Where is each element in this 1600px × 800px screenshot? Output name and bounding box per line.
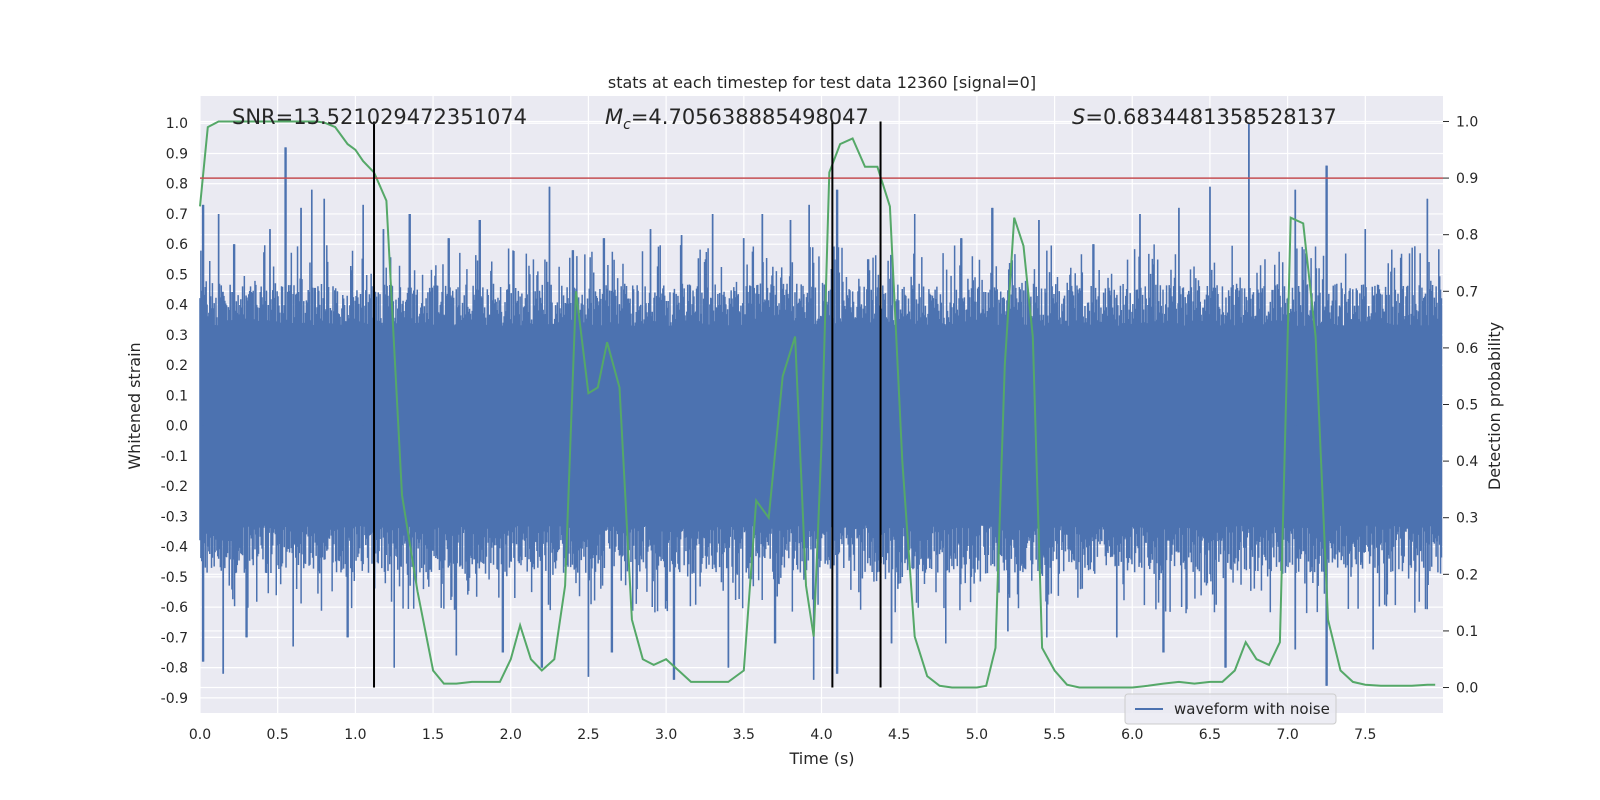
x-tick-label: 0.5 <box>267 727 289 743</box>
x-tick-label: 0.0 <box>189 727 211 743</box>
x-tick-label: 4.5 <box>888 727 910 743</box>
y-tick-label: -0.3 <box>161 509 188 525</box>
y-axis-label: Whitened strain <box>125 342 144 469</box>
y-tick-label: -0.5 <box>161 570 188 586</box>
y-right-tick-label: 1.0 <box>1456 114 1478 130</box>
y-tick-label: 0.1 <box>166 388 188 404</box>
y-tick-label: -0.6 <box>161 600 188 616</box>
x-tick-label: 3.5 <box>733 727 755 743</box>
y-right-tick-label: 0.1 <box>1456 624 1478 640</box>
y-tick-label: 0.2 <box>166 358 188 374</box>
y-axis-label-right: Detection probability <box>1485 322 1504 490</box>
y-right-tick-label: 0.8 <box>1456 228 1478 244</box>
legend-label: waveform with noise <box>1174 700 1330 718</box>
y-tick-label: 0.7 <box>166 207 188 223</box>
y-tick-label: -0.7 <box>161 630 188 646</box>
x-tick-label: 2.5 <box>577 727 599 743</box>
y-tick-label: -0.4 <box>161 540 188 556</box>
s-annotation: S=0.6834481358528137 <box>1072 105 1337 129</box>
y-tick-label: -0.9 <box>161 691 188 707</box>
x-tick-label: 5.5 <box>1043 727 1065 743</box>
y-tick-label: -0.1 <box>161 449 188 465</box>
legend: waveform with noise <box>1124 693 1337 725</box>
x-tick-label: 1.5 <box>422 727 444 743</box>
y-right-tick-label: 0.4 <box>1456 454 1478 470</box>
waveform-line <box>199 123 1443 686</box>
mc-value: =4.705638885498047 <box>631 105 869 129</box>
y-tick-label: 1.0 <box>166 116 188 132</box>
vertical-markers <box>373 121 882 688</box>
y-tick-label: 0.6 <box>166 237 188 253</box>
y-tick-label: -0.2 <box>161 479 188 495</box>
y-right-tick-label: 0.0 <box>1456 681 1478 697</box>
probability-line <box>199 120 1436 689</box>
x-tick-label: 6.0 <box>1121 727 1143 743</box>
chart-title: stats at each timestep for test data 123… <box>608 73 1036 92</box>
y-tick-label: 0.4 <box>166 298 188 314</box>
x-tick-label: 5.0 <box>966 727 988 743</box>
waveform-series <box>199 123 1443 686</box>
x-tick-label: 7.0 <box>1276 727 1298 743</box>
x-tick-label: 7.5 <box>1354 727 1376 743</box>
y-right-tick-label: 0.5 <box>1456 398 1478 414</box>
x-tick-label: 1.0 <box>344 727 366 743</box>
y-tick-label: 0.8 <box>166 177 188 193</box>
x-axis-label: Time (s) <box>788 749 854 768</box>
y-tick-label: -0.8 <box>161 661 188 677</box>
x-tick-label: 4.0 <box>810 727 832 743</box>
y-right-tick-label: 0.7 <box>1456 284 1478 300</box>
axis-ticks: 0.0 0.5 1.0 1.5 2.0 2.5 3.0 3.5 4.0 4.5 5.0 5.5 6.0 6… <box>161 114 1479 743</box>
s-value: =0.6834481358528137 <box>1085 105 1336 129</box>
snr-annotation: SNR=13.521029472351074 <box>232 105 527 129</box>
x-tick-label: 3.0 <box>655 727 677 743</box>
mc-subscript: c <box>623 117 631 133</box>
probability-series <box>199 120 1443 689</box>
y-tick-label: 0.3 <box>166 328 188 344</box>
s-symbol: S <box>1072 105 1085 129</box>
y-tick-label: 0.9 <box>166 146 188 162</box>
y-right-tick-label: 0.9 <box>1456 171 1478 187</box>
y-right-tick-label: 0.2 <box>1456 567 1478 583</box>
x-tick-label: 6.5 <box>1199 727 1221 743</box>
y-right-tick-label: 0.3 <box>1456 511 1478 527</box>
y-right-tick-label: 0.6 <box>1456 341 1478 357</box>
mc-annotation: Mc=4.705638885498047 <box>605 105 869 133</box>
mc-symbol: M <box>605 105 623 129</box>
y-tick-label: 0.0 <box>166 419 188 435</box>
x-tick-label: 2.0 <box>500 727 522 743</box>
y-tick-label: 0.5 <box>166 267 188 283</box>
